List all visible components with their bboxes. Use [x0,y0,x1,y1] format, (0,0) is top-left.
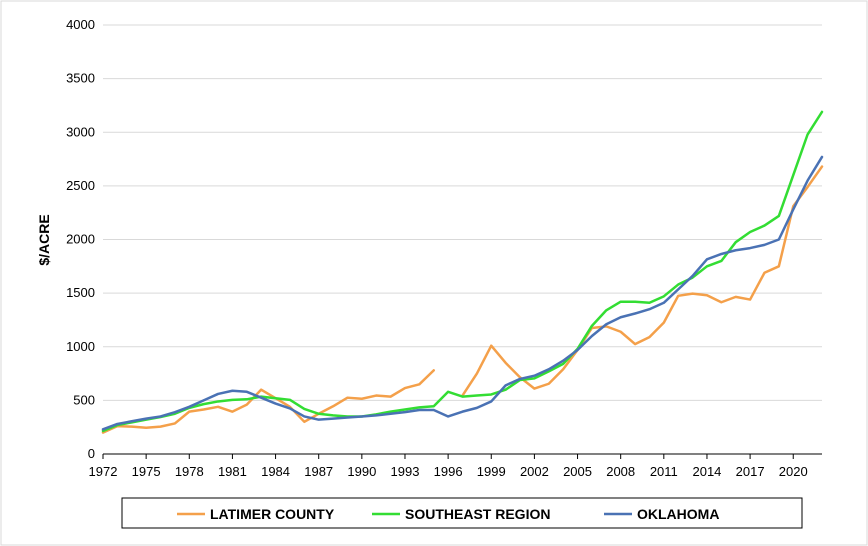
series-line-oklahoma [101,155,824,431]
y-tick-label: 2000 [66,232,95,247]
x-tick-labels: 1972 1975 1978 1981 1984 1987 1990 1993 1996 1999… [89,464,808,479]
x-tick-label: 1978 [175,464,204,479]
series-layer [101,110,824,434]
x-tick-label: 1993 [391,464,420,479]
x-tick-label: 1972 [89,464,118,479]
y-axis-title: $/ACRE [36,214,52,265]
x-tick-label: 2011 [650,464,678,479]
x-tick-label: 2008 [606,464,635,479]
x-tick-label: 1987 [304,464,333,479]
legend-label-latimer-county: LATIMER COUNTY [210,506,335,522]
series-line-southeast-region [101,110,824,433]
y-tick-label: 500 [73,392,95,407]
legend-box [121,497,803,529]
y-tick-label: 1500 [66,285,95,300]
y-tick-labels: 0 500 1000 1500 2000 2500 3000 3500 4000 [66,17,95,461]
y-tick-label: 2500 [66,178,95,193]
x-tick-label: 2005 [563,464,592,479]
x-tick-label: 2002 [520,464,549,479]
x-tick-label: 2020 [779,464,808,479]
y-tick-label: 1000 [66,339,95,354]
y-tick-label: 3500 [66,71,95,86]
legend-label-southeast-region: SOUTHEAST REGION [405,506,550,522]
y-tick-label: 3000 [66,124,95,139]
legend: LATIMER COUNTY SOUTHEAST REGION OKLAHOMA [121,497,803,529]
x-tick-label: 1975 [132,464,161,479]
axes [102,453,822,459]
x-tick-label: 1984 [261,464,290,479]
x-tick-label: 1999 [477,464,506,479]
y-tick-label: 4000 [66,17,95,32]
x-tick-label: 2017 [736,464,765,479]
legend-label-oklahoma: OKLAHOMA [637,506,719,522]
x-tick-label: 1996 [434,464,463,479]
x-tick-label: 2014 [692,464,721,479]
y-tick-label: 0 [88,446,95,461]
x-tick-label: 1981 [218,464,247,479]
x-tick-label: 1990 [347,464,376,479]
